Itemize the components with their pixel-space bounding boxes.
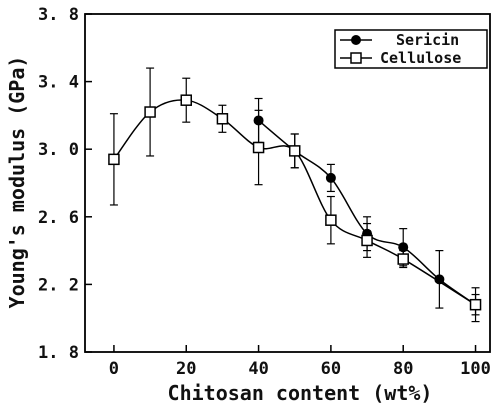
data-point-cellulose xyxy=(361,234,373,247)
y-tick-label: 3. 0 xyxy=(38,140,79,160)
x-tick-label: 0 xyxy=(109,359,119,379)
x-tick-label: 20 xyxy=(176,359,196,379)
x-tick-label: 100 xyxy=(460,359,491,379)
y-tick-label: 1. 8 xyxy=(38,343,79,363)
data-point-cellulose xyxy=(216,113,229,125)
x-axis-title: Chitosan content (wt%) xyxy=(168,381,433,405)
plot-area: 0 20 40 60 80 100 1. 8 2. 2 2. 6 3. 0 3. 4 3. 8 xyxy=(38,5,491,379)
data-point-cellulose xyxy=(469,298,482,311)
legend-label-cellulose: Cellulose xyxy=(380,49,461,67)
legend-marker-cellulose xyxy=(350,52,362,64)
data-point-cellulose xyxy=(288,145,301,157)
y-axis-title: Young's modulus (GPa) xyxy=(5,56,29,309)
data-point-cellulose xyxy=(180,94,192,106)
data-point-cellulose xyxy=(144,106,156,118)
data-point-cellulose xyxy=(252,141,265,154)
legend-label-sericin: Sericin xyxy=(396,31,459,49)
y-tick-label: 3. 8 xyxy=(38,5,79,25)
x-tick-label: 40 xyxy=(248,359,268,379)
x-tick-label: 80 xyxy=(393,359,413,379)
legend-marker-sericin xyxy=(351,35,361,45)
data-point-cellulose xyxy=(397,253,409,265)
data-point-cellulose xyxy=(108,153,120,166)
legend: Sericin Cellulose xyxy=(334,29,488,69)
y-tick-label: 2. 2 xyxy=(38,275,79,295)
data-point-cellulose xyxy=(325,214,337,226)
x-tick-label: 60 xyxy=(321,359,341,379)
data-point-sericin xyxy=(434,274,445,285)
series-line-cellulose xyxy=(113,99,476,306)
data-point-sericin xyxy=(325,172,336,183)
y-tick-label: 2. 6 xyxy=(38,208,79,228)
y-tick-label: 3. 4 xyxy=(38,73,79,93)
data-point-sericin xyxy=(398,242,409,253)
plot-frame xyxy=(84,13,491,353)
